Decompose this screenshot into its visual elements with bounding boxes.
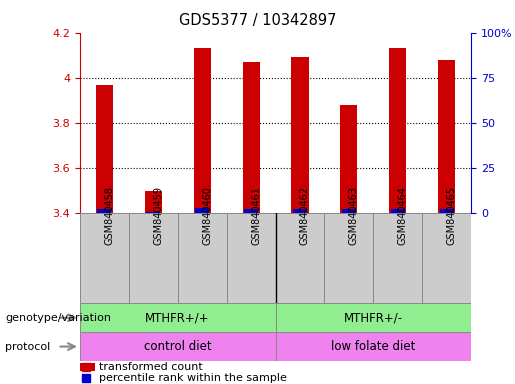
Bar bbox=[178, 213, 227, 303]
Text: GSM840459: GSM840459 bbox=[153, 186, 163, 245]
Bar bbox=[80, 303, 276, 332]
Bar bbox=[195, 208, 209, 213]
Text: GSM840463: GSM840463 bbox=[349, 186, 359, 245]
Text: GSM840461: GSM840461 bbox=[251, 186, 261, 245]
Bar bbox=[291, 58, 308, 213]
Text: transformed count: transformed count bbox=[99, 362, 203, 372]
Text: GSM840465: GSM840465 bbox=[447, 186, 457, 245]
Text: MTHFR+/+: MTHFR+/+ bbox=[145, 311, 210, 324]
Bar bbox=[243, 62, 260, 213]
Bar bbox=[440, 209, 454, 213]
Bar bbox=[293, 209, 307, 213]
Text: control diet: control diet bbox=[144, 340, 212, 353]
Bar bbox=[276, 213, 324, 303]
Bar bbox=[80, 332, 276, 361]
Bar bbox=[391, 209, 405, 213]
Bar bbox=[422, 213, 471, 303]
Bar bbox=[80, 213, 129, 303]
Text: low folate diet: low folate diet bbox=[331, 340, 416, 353]
Bar bbox=[373, 213, 422, 303]
Bar bbox=[227, 213, 276, 303]
Text: GSM840462: GSM840462 bbox=[300, 186, 310, 245]
Bar bbox=[244, 209, 258, 213]
Bar bbox=[96, 84, 113, 213]
Bar bbox=[194, 48, 211, 213]
Bar bbox=[276, 332, 471, 361]
Text: protocol: protocol bbox=[5, 341, 50, 352]
Bar bbox=[145, 190, 162, 213]
Bar bbox=[80, 362, 95, 371]
Text: GSM840460: GSM840460 bbox=[202, 186, 212, 245]
Bar bbox=[340, 105, 357, 213]
Bar bbox=[342, 209, 356, 213]
Bar bbox=[389, 48, 406, 213]
Bar bbox=[324, 213, 373, 303]
Text: GDS5377 / 10342897: GDS5377 / 10342897 bbox=[179, 13, 336, 28]
Bar bbox=[146, 212, 160, 213]
Bar bbox=[129, 213, 178, 303]
Text: GSM840464: GSM840464 bbox=[398, 186, 408, 245]
Bar bbox=[97, 209, 111, 213]
Bar bbox=[276, 303, 471, 332]
Bar bbox=[438, 60, 455, 213]
Text: percentile rank within the sample: percentile rank within the sample bbox=[99, 373, 287, 383]
Text: GSM840458: GSM840458 bbox=[104, 186, 114, 245]
Text: MTHFR+/-: MTHFR+/- bbox=[344, 311, 403, 324]
Text: genotype/variation: genotype/variation bbox=[5, 313, 111, 323]
